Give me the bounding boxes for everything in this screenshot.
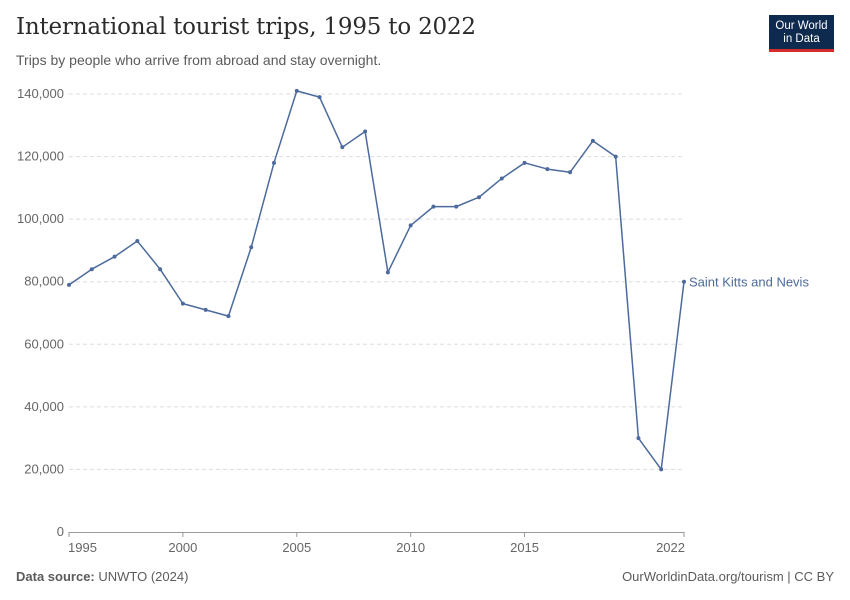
data-point[interactable] bbox=[477, 195, 481, 200]
data-point[interactable] bbox=[568, 170, 573, 175]
y-tick-label: 60,000 bbox=[24, 336, 64, 351]
logo-line-1: Our World bbox=[775, 20, 828, 32]
x-tick-label: 1995 bbox=[68, 540, 97, 555]
data-point[interactable] bbox=[226, 314, 231, 319]
data-point[interactable] bbox=[294, 88, 299, 93]
y-tick-label: 80,000 bbox=[24, 274, 64, 289]
data-point[interactable] bbox=[272, 160, 276, 165]
y-tick-label: 140,000 bbox=[17, 86, 64, 101]
data-point[interactable] bbox=[613, 154, 618, 159]
data-point[interactable] bbox=[454, 204, 459, 209]
data-point[interactable] bbox=[249, 245, 254, 250]
data-point[interactable] bbox=[67, 282, 71, 287]
x-tick-label: 2022 bbox=[656, 540, 685, 555]
series-lines bbox=[67, 88, 686, 472]
logo-line-2: in Data bbox=[783, 33, 820, 45]
data-point[interactable] bbox=[317, 95, 322, 100]
x-tick-label: 2010 bbox=[396, 540, 425, 555]
data-point[interactable] bbox=[385, 270, 390, 275]
y-tick-label: 40,000 bbox=[24, 399, 64, 414]
owid-logo[interactable]: Our World in Data bbox=[769, 15, 834, 52]
y-tick-label: 0 bbox=[57, 524, 64, 539]
data-point[interactable] bbox=[499, 176, 504, 181]
y-tick-label: 120,000 bbox=[17, 149, 64, 164]
series-line[interactable] bbox=[68, 90, 685, 471]
gridlines bbox=[69, 93, 684, 470]
x-tick-label: 2005 bbox=[282, 540, 311, 555]
x-tick-label: 2015 bbox=[510, 540, 539, 555]
y-tick-label: 20,000 bbox=[24, 461, 64, 476]
data-point[interactable] bbox=[340, 145, 345, 150]
x-tick-label: 2000 bbox=[168, 540, 197, 555]
data-source-label: Data source: bbox=[16, 569, 95, 584]
series-label[interactable]: Saint Kitts and Nevis bbox=[689, 275, 809, 290]
y-tick-label: 100,000 bbox=[17, 211, 64, 226]
data-point[interactable] bbox=[682, 279, 686, 284]
attribution-link[interactable]: OurWorldinData.org/tourism | CC BY bbox=[622, 569, 834, 584]
data-point[interactable] bbox=[636, 436, 641, 441]
data-source: Data source: UNWTO (2024) bbox=[16, 569, 188, 584]
data-point[interactable] bbox=[135, 239, 140, 244]
data-point[interactable] bbox=[89, 267, 94, 272]
data-source-value[interactable]: UNWTO (2024) bbox=[98, 569, 189, 584]
data-point[interactable] bbox=[522, 160, 527, 165]
data-point[interactable] bbox=[659, 467, 664, 472]
data-point[interactable] bbox=[203, 307, 208, 312]
data-point[interactable] bbox=[431, 204, 436, 209]
axes bbox=[68, 532, 685, 537]
data-point[interactable] bbox=[112, 254, 117, 259]
data-point[interactable] bbox=[158, 267, 163, 272]
labels: 0 20,000 40,000 60,000 80,000 100,000 120,000 1… bbox=[17, 86, 809, 555]
data-point[interactable] bbox=[180, 301, 185, 306]
chart-subtitle: Trips by people who arrive from abroad a… bbox=[16, 52, 382, 68]
data-point[interactable] bbox=[545, 167, 550, 172]
data-point[interactable] bbox=[363, 129, 368, 134]
chart-title: International tourist trips, 1995 to 202… bbox=[16, 14, 476, 40]
line-chart: 0 20,000 40,000 60,000 80,000 100,000 120,000 1… bbox=[17, 86, 809, 555]
data-point[interactable] bbox=[408, 223, 413, 228]
data-point[interactable] bbox=[590, 138, 595, 143]
